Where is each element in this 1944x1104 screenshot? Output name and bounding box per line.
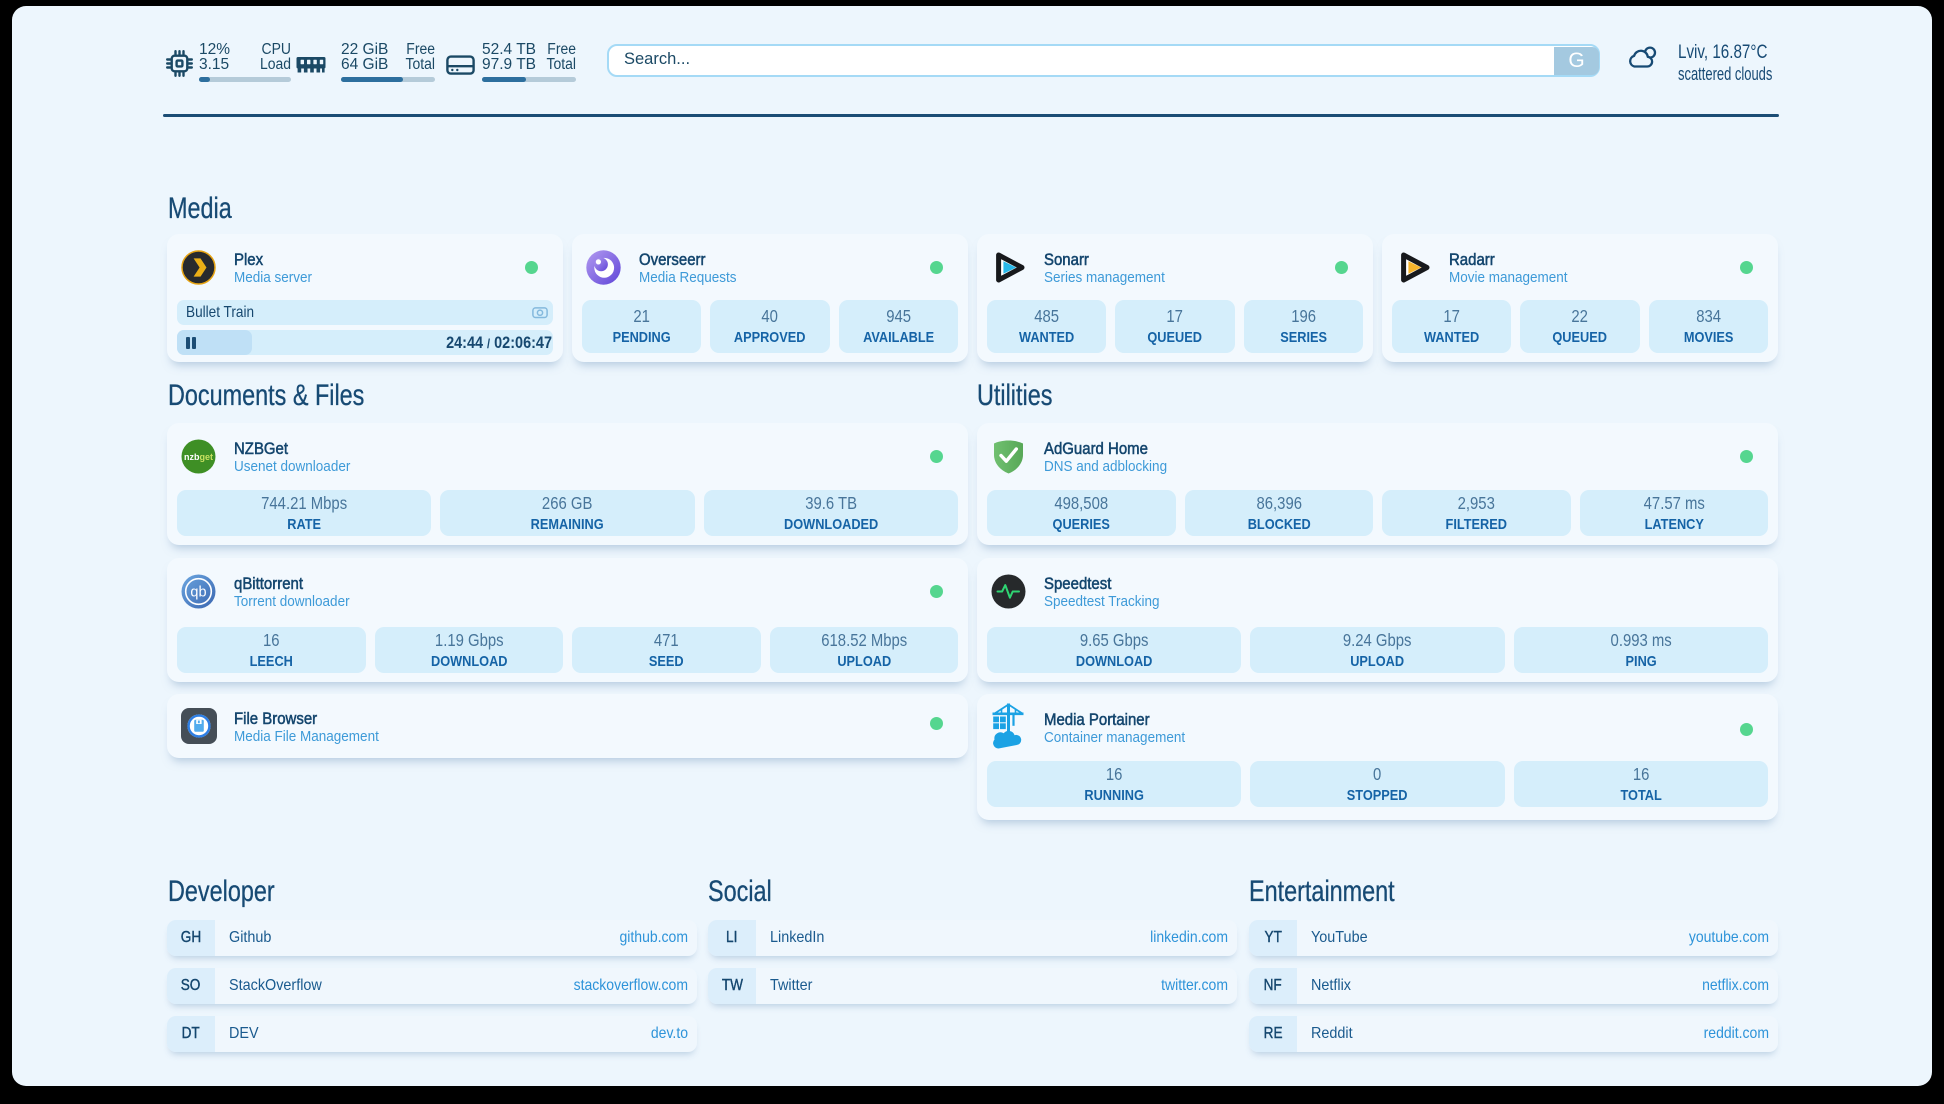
svg-text:nzbget: nzbget [184,452,213,462]
svg-text:qb: qb [190,585,206,601]
